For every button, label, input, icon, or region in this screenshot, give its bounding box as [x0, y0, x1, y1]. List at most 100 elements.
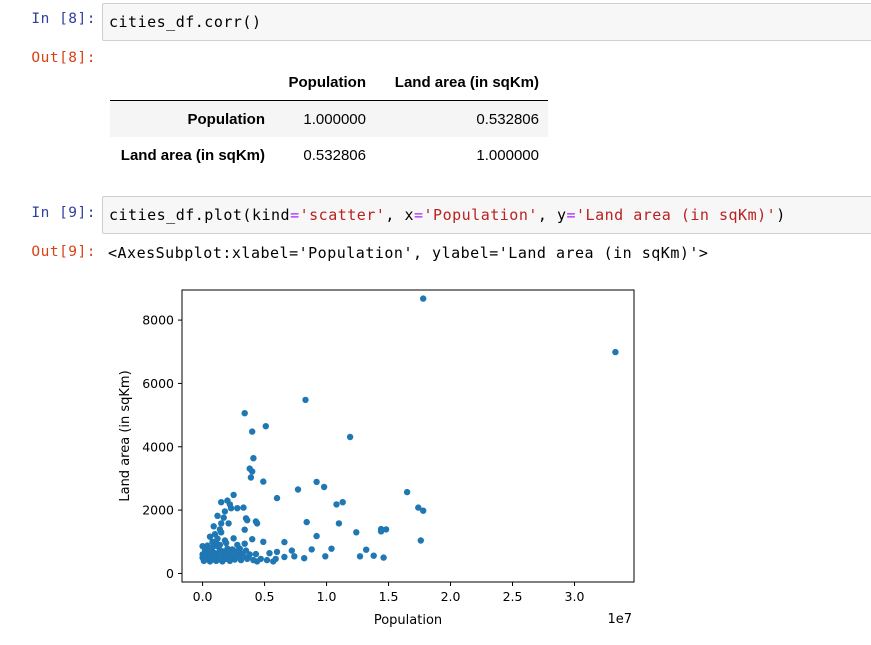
scatter-point — [214, 535, 221, 542]
y-axis-ticks: 0 2000 4000 6000 8000 — [142, 313, 182, 581]
x-tick-label: 3.0 — [565, 589, 585, 604]
scatter-point — [380, 554, 387, 561]
x-tick-label: 0.5 — [255, 589, 275, 604]
scatter-point — [226, 550, 234, 557]
scatter-point — [260, 538, 267, 545]
scatter-point — [242, 547, 250, 554]
scatter-point — [260, 478, 267, 485]
x-tick-label: 1.5 — [379, 589, 399, 604]
table-cell: 1.000000 — [476, 146, 539, 164]
plot-frame — [181, 289, 635, 583]
output-prompt-8: Out[8]: — [31, 50, 96, 66]
y-tick-label: 4000 — [142, 439, 174, 454]
scatter-point — [230, 535, 237, 542]
scatter-point — [234, 505, 241, 512]
scatter-point — [245, 553, 252, 561]
scatter-point — [382, 526, 390, 533]
scatter-point — [308, 546, 315, 553]
y-tick-label: 2000 — [142, 503, 174, 518]
table-header-row: Population Land area (in sqKm) — [110, 64, 548, 101]
scatter-point — [241, 540, 248, 547]
table-cell: 0.532806 — [476, 110, 539, 128]
scatter-point — [221, 537, 229, 544]
table-row: Population 1.000000 0.532806 — [110, 100, 548, 137]
x-tick-label: 2.5 — [503, 589, 523, 604]
row-index: Land area (in sqKm) — [120, 146, 265, 164]
output-prompt-9: Out[9]: — [31, 244, 96, 260]
scatter-point — [335, 520, 343, 527]
y-tick-label: 6000 — [142, 376, 174, 391]
scatter-point — [346, 433, 354, 441]
scatter-point — [252, 550, 260, 558]
scatter-point — [328, 545, 335, 552]
scatter-point — [240, 553, 247, 560]
scatter-point — [333, 501, 340, 508]
scatter-point — [214, 512, 221, 519]
scatter-point — [234, 550, 241, 557]
code-text: cities_df.plot(kind='scatter', x='Popula… — [109, 206, 786, 224]
scatter-point — [281, 553, 288, 561]
scatter-point — [370, 552, 377, 559]
column-header: Population — [274, 64, 375, 101]
scatter-point — [266, 550, 273, 557]
code-text: cities_df.corr() — [109, 13, 262, 31]
scatter-point — [240, 504, 247, 511]
scatter-point — [353, 529, 360, 536]
scatter-point — [221, 508, 229, 515]
scatter-point — [253, 520, 261, 527]
scatter-point — [201, 552, 209, 559]
points-layer — [199, 295, 619, 565]
scatter-point — [218, 499, 225, 506]
output-text: <AxesSubplot:xlabel='Population', ylabel… — [108, 244, 709, 262]
scatter-point — [263, 556, 271, 564]
scatter-point — [262, 423, 269, 430]
scatter-point — [320, 483, 328, 491]
code-cell-8[interactable]: cities_df.corr() — [102, 3, 871, 41]
scatter-point — [225, 520, 232, 527]
scatter-point — [241, 526, 248, 533]
scatter-point — [201, 547, 209, 554]
scatter-point — [216, 541, 224, 549]
scatter-point — [313, 478, 320, 486]
scatter-point — [249, 468, 256, 475]
scatter-point — [250, 556, 257, 564]
scatter-point — [301, 555, 308, 562]
scatter-point — [313, 532, 320, 540]
input-prompt-9: In [9]: — [31, 205, 96, 221]
x-tick-label: 1.0 — [317, 589, 337, 604]
table-cell: 1.000000 — [303, 110, 366, 128]
y-tick-label: 0 — [166, 566, 174, 581]
scatter-point — [247, 474, 255, 481]
scatter-point — [377, 528, 385, 535]
scatter-point — [302, 396, 309, 404]
scatter-point — [339, 499, 346, 506]
scatter-point — [210, 523, 217, 530]
scatter-point — [206, 533, 214, 540]
row-index: Population — [187, 110, 266, 128]
scatter-point — [230, 491, 237, 499]
correlation-table: Population Land area (in sqKm) Populatio… — [110, 64, 548, 173]
scatter-point — [241, 410, 248, 417]
scatter-point — [420, 507, 427, 514]
scatter-point — [291, 553, 298, 560]
code-cell-9[interactable]: cities_df.plot(kind='scatter', x='Popula… — [102, 196, 871, 234]
scatter-point — [294, 486, 302, 493]
scatter-point — [206, 545, 214, 552]
scatter-point — [218, 529, 225, 536]
scatter-point — [288, 547, 295, 554]
scatter-point — [403, 488, 411, 496]
scatter-point — [249, 536, 256, 543]
scatter-point — [612, 348, 619, 356]
x-axis-ticks: 0.0 0.5 1.0 1.5 2.0 2.5 3.0 — [193, 582, 585, 604]
column-header: Land area (in sqKm) — [375, 64, 548, 101]
y-axis-label: Land area (in sqKm) — [118, 370, 133, 501]
x-offset-label: 1e7 — [607, 612, 632, 627]
scatter-point — [356, 553, 364, 560]
x-tick-label: 0.0 — [193, 589, 213, 604]
scatter-point — [415, 504, 422, 511]
scatter-point — [236, 545, 243, 552]
scatter-point — [220, 514, 227, 521]
scatter-point — [218, 520, 225, 527]
scatter-point — [244, 517, 251, 524]
scatter-point — [363, 546, 370, 553]
